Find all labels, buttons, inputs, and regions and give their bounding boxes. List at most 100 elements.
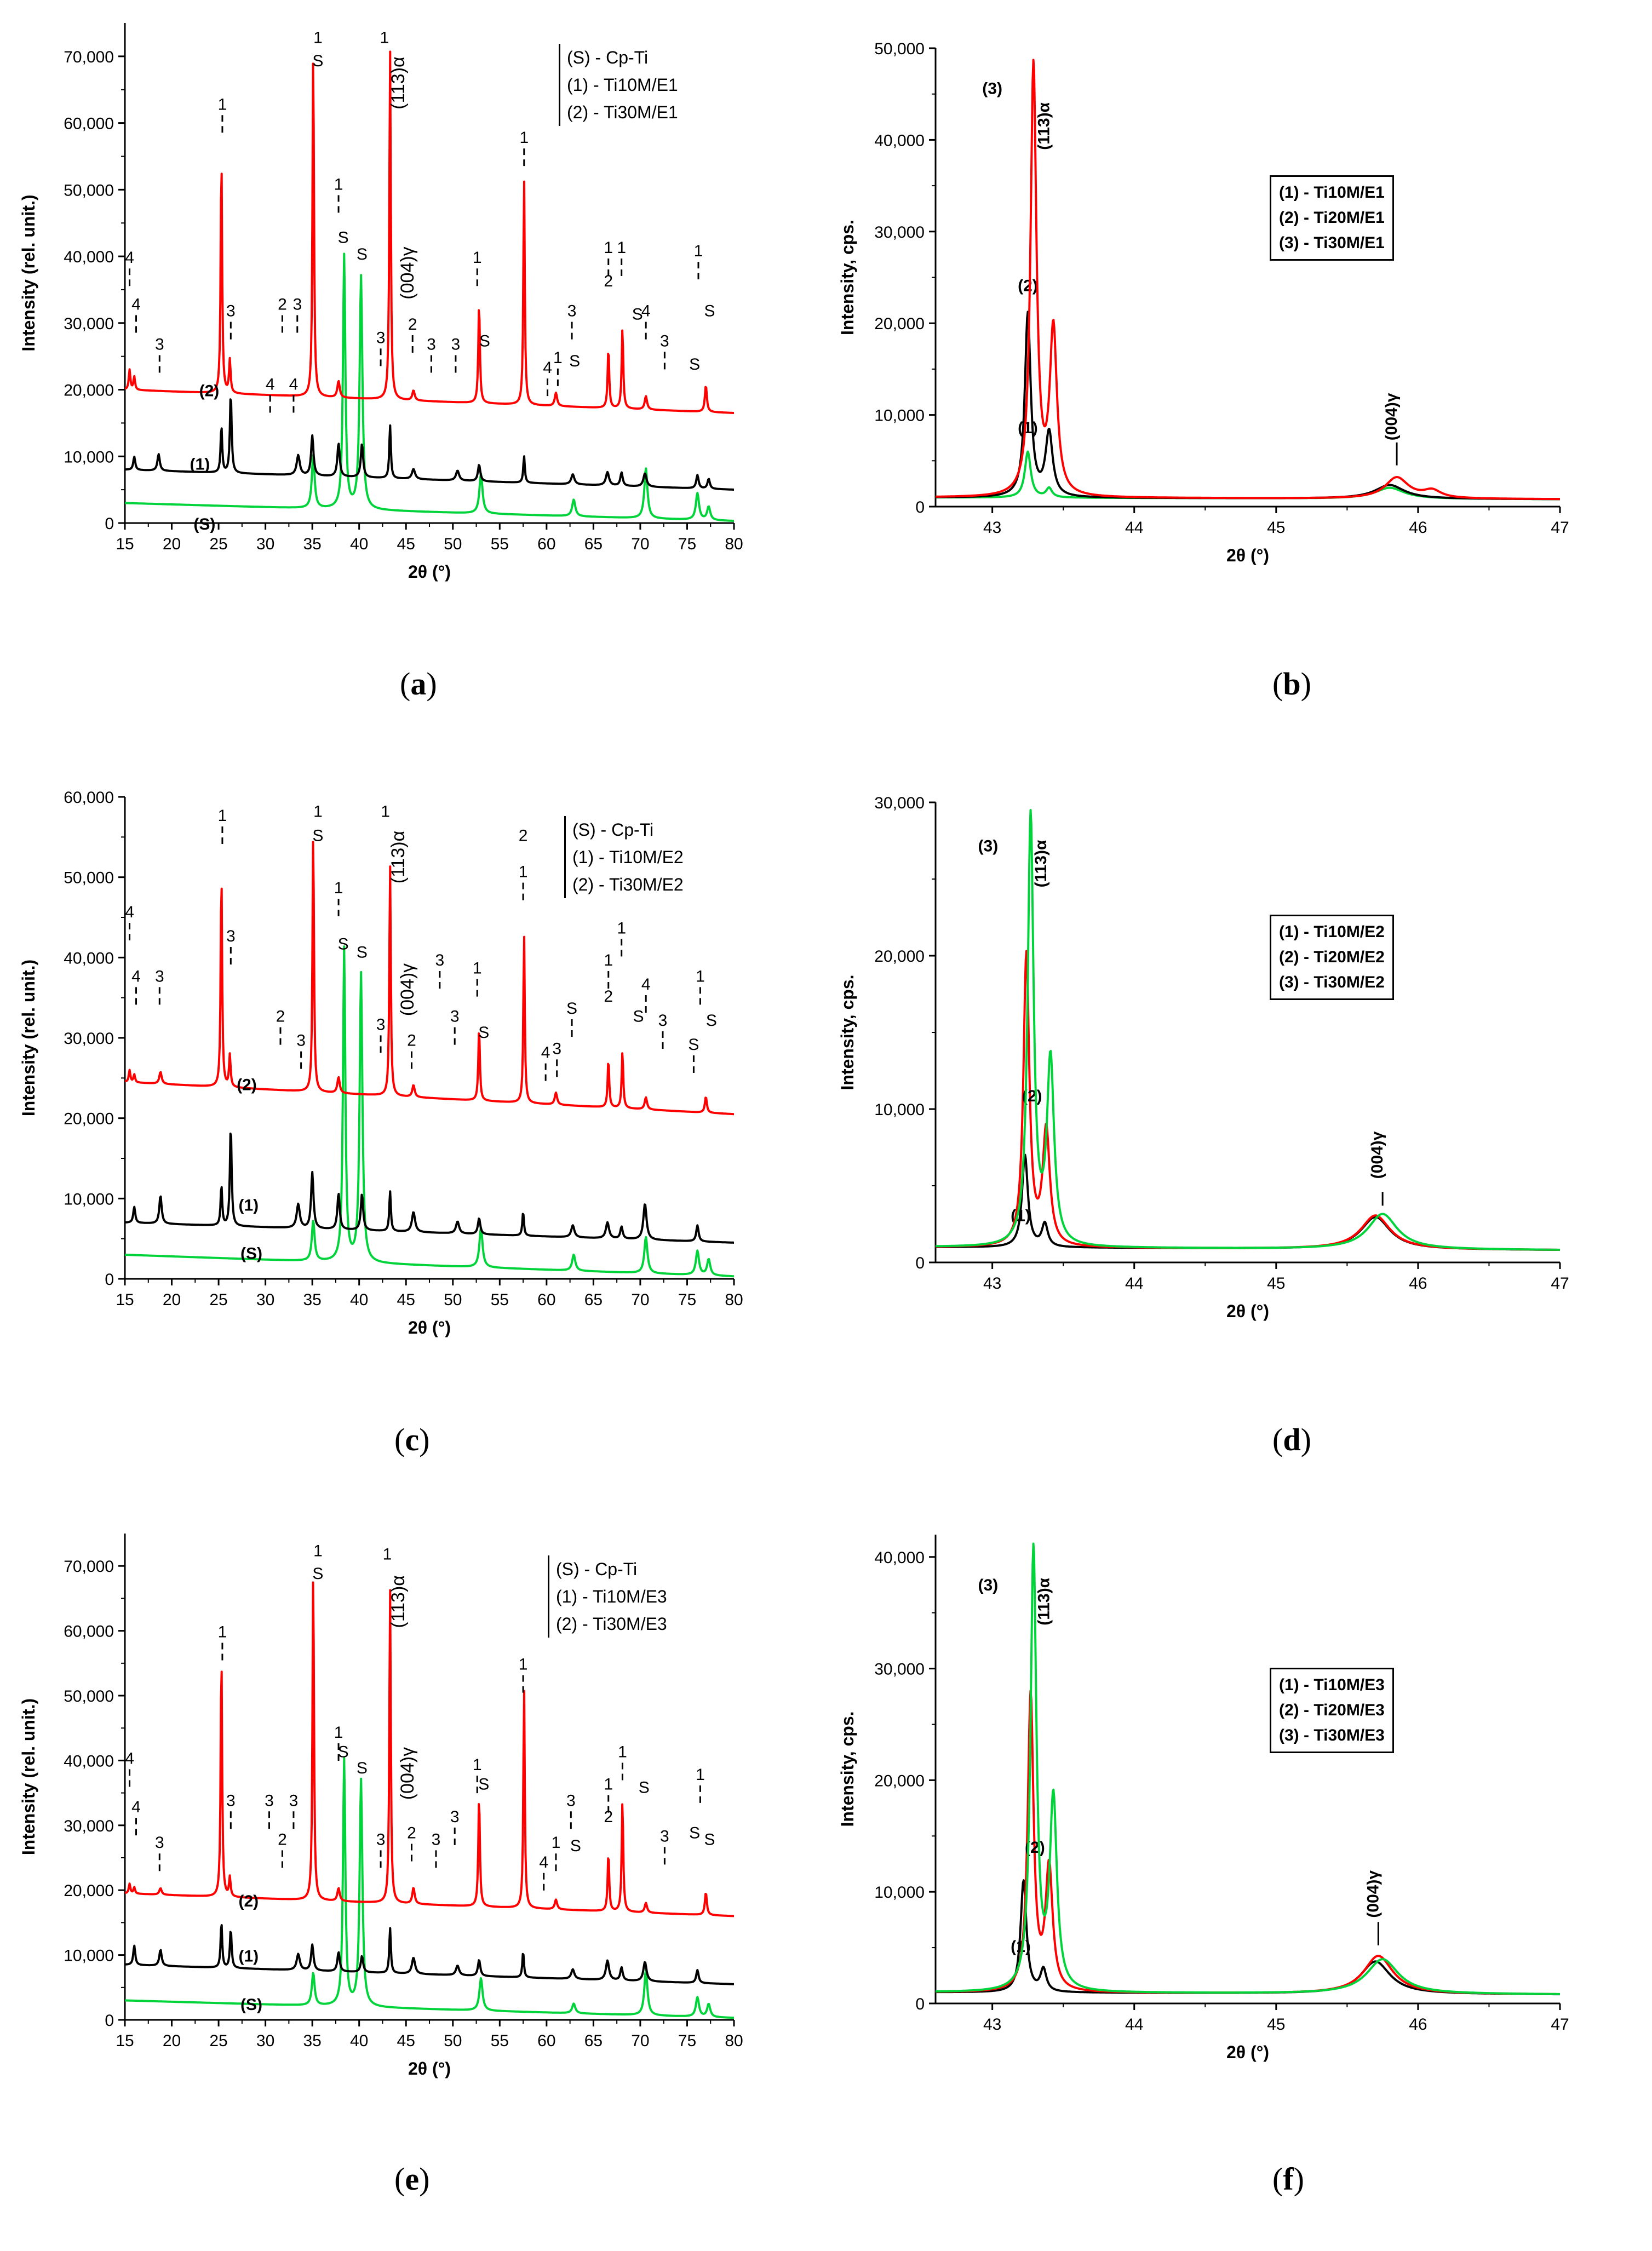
x-tick-label: 40 — [350, 535, 368, 553]
x-tick-label: 15 — [116, 535, 134, 553]
legend-entry: (1) - Ti10M/E2 — [572, 847, 684, 867]
phase-annotation: 4 — [266, 376, 275, 394]
panel-caption: (a) — [400, 666, 437, 702]
x-tick-label: 70 — [631, 2032, 649, 2050]
y-tick-label: 40,000 — [874, 131, 925, 150]
phase-annotation: 2 — [407, 1824, 416, 1842]
x-tick-label: 80 — [725, 535, 743, 553]
phase-annotation: 4 — [541, 1044, 550, 1062]
peak-label: (113)α — [388, 56, 409, 110]
chart-svg-d: 43 44 45 46 47 0 10,000 20,000 30,000 2θ (°) Inten… — [838, 794, 1569, 1321]
series-line-S — [124, 252, 735, 522]
panel-caption-letter: d — [1283, 1422, 1301, 1457]
panel-caption: (d) — [1272, 1422, 1311, 1457]
phase-annotation: 4 — [125, 903, 134, 921]
phase-annotation: S — [478, 1776, 489, 1794]
phase-annotation: 2 — [519, 827, 528, 845]
chart-svg-c: 15 20 25 30 35 40 45 50 55 60 65 70 75 80 0 10,000 20,00… — [19, 789, 743, 1337]
x-tick-label: 40 — [350, 2032, 368, 2050]
phase-annotation: S — [357, 943, 368, 961]
phase-annotation: 3 — [435, 951, 444, 969]
chart-svg-a: 15 20 25 30 35 40 45 50 55 60 65 70 75 80 0 10,000 20,00… — [19, 23, 743, 582]
legend-entry: (2) - Ti30M/E1 — [567, 102, 678, 122]
y-axis-title: Intensity, cps. — [838, 1711, 857, 1827]
phase-annotation: 3 — [567, 302, 577, 320]
peak-label: (113)α — [1032, 840, 1050, 887]
y-tick-label: 20,000 — [874, 948, 925, 966]
chart-panel-c: 15 20 25 30 35 40 45 50 55 60 65 70 75 80 0 10,000 20,00… — [0, 756, 826, 1506]
y-tick-label: 50,000 — [64, 181, 114, 199]
series-label: (1) — [1018, 419, 1038, 437]
x-tick-label: 45 — [397, 535, 415, 553]
phase-annotation: 1 — [604, 951, 613, 969]
phase-annotation: 2 — [278, 295, 287, 313]
phase-annotation: 1 — [473, 960, 482, 978]
x-tick-label: 75 — [678, 1291, 696, 1309]
phase-annotation: S — [633, 1008, 644, 1026]
y-tick-label: 30,000 — [874, 223, 925, 242]
y-axis-title: Intensity (rel. unit.) — [19, 960, 38, 1116]
y-tick-label: 40,000 — [64, 949, 114, 967]
x-tick-label: 46 — [1409, 519, 1427, 537]
legend: (1) - Ti10M/E2 (2) - Ti20M/E2 (3) - Ti30M/… — [1270, 915, 1394, 1000]
legend: (S) - Cp-Ti (1) - Ti10M/E2 (2) - Ti30M/E2 — [564, 816, 690, 898]
legend-entry: (1) - Ti10M/E1 — [567, 75, 678, 95]
x-tick-label: 43 — [983, 519, 1001, 537]
x-axis-title: 2θ (°) — [1226, 2042, 1269, 2062]
series-line-2 — [124, 50, 735, 414]
x-tick-label: 30 — [256, 1291, 274, 1309]
y-tick-label: 0 — [915, 498, 925, 516]
phase-annotation: S — [312, 827, 323, 845]
y-tick-label: 60,000 — [64, 789, 114, 807]
y-tick-label: 10,000 — [64, 448, 114, 466]
phase-annotation: 3 — [155, 1834, 164, 1852]
phase-annotation: 1 — [519, 863, 528, 881]
phase-annotation: 1 — [334, 879, 343, 897]
legend: (S) - Cp-Ti (1) - Ti10M/E3 (2) - Ti30M/E3 — [548, 1555, 674, 1638]
panel-caption-letter: a — [410, 666, 427, 702]
y-axis-title: Intensity, cps. — [838, 220, 857, 335]
phase-annotation: 1 — [694, 242, 703, 260]
phase-annotation: S — [706, 1012, 717, 1030]
phase-annotation: 1 — [473, 1756, 482, 1774]
y-axis-title: Intensity (rel. unit.) — [19, 194, 38, 351]
phase-annotation: S — [570, 1837, 581, 1855]
x-tick-label: 60 — [537, 535, 555, 553]
legend-entry: (1) - Ti10M/E2 — [1279, 923, 1385, 941]
phase-annotation: S — [338, 1743, 349, 1761]
x-tick-label: 50 — [444, 1291, 462, 1309]
phase-annotation: S — [479, 332, 490, 350]
phase-annotation: S — [338, 229, 349, 247]
phase-annotation: 3 — [226, 1791, 236, 1810]
phase-annotation: 4 — [131, 1798, 141, 1816]
chart-svg-f: 43 44 45 46 47 0 10,000 20,000 30,000 40,000 2θ (°… — [838, 1535, 1569, 2062]
chart-svg-b: 43 44 45 46 47 0 10,000 20,000 30,000 40,000 50,00… — [838, 40, 1569, 565]
phase-annotation: 4 — [131, 295, 141, 313]
x-tick-label: 20 — [163, 535, 181, 553]
phase-annotation: 3 — [292, 295, 302, 313]
phase-annotation: 1 — [218, 95, 227, 113]
series-line-1 — [935, 450, 1561, 501]
peak-label: (004)γ — [1368, 1131, 1386, 1179]
phase-annotation: S — [338, 935, 349, 954]
y-axis-title: Intensity, cps. — [838, 974, 857, 1090]
phase-annotation: 3 — [432, 1830, 441, 1848]
y-tick-label: 20,000 — [64, 1110, 114, 1128]
phase-annotation: 1 — [313, 29, 323, 47]
y-tick-label: 70,000 — [64, 1558, 114, 1576]
x-tick-label: 45 — [397, 1291, 415, 1309]
phase-annotation: S — [639, 1779, 650, 1797]
phase-annotation: 2 — [276, 1008, 285, 1026]
chart-svg-e: 15 20 25 30 35 40 45 50 55 60 65 70 75 80 0 10,000 20,00… — [19, 1534, 743, 2078]
phase-annotation: 2 — [408, 315, 417, 334]
phase-annotation: 3 — [265, 1791, 274, 1810]
x-tick-label: 47 — [1551, 1274, 1569, 1293]
panel-caption-letter: e — [405, 2161, 420, 2197]
phase-annotation: 1 — [604, 1776, 613, 1794]
legend-entry: (2) - Ti20M/E1 — [1279, 209, 1385, 227]
peak-label: (113)α — [1035, 1577, 1053, 1625]
series-label: (S) — [193, 515, 215, 533]
panel-caption-letter: f — [1283, 2161, 1294, 2197]
x-tick-label: 55 — [491, 2032, 509, 2050]
phase-annotation: 3 — [296, 1032, 306, 1050]
